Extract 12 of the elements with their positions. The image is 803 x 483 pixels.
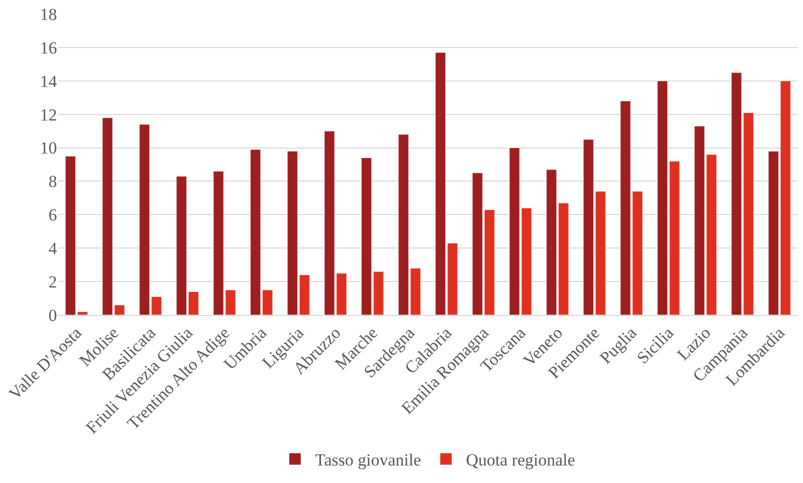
y-tick-label: 0 <box>48 306 57 325</box>
y-tick-label: 8 <box>48 172 57 192</box>
y-tick-label: 14 <box>40 72 58 91</box>
y-tick-label: 18 <box>40 4 57 24</box>
y-tick-label: 2 <box>48 272 57 292</box>
y-tick-label: 6 <box>48 206 57 225</box>
y-tick-label: 10 <box>40 138 57 158</box>
legend-label: Tasso giovanile <box>315 450 421 470</box>
y-tick-label: 4 <box>48 239 58 258</box>
legend-label: Quota regionale <box>466 450 576 470</box>
y-tick-label: 12 <box>40 105 57 124</box>
y-tick-label: 16 <box>40 38 57 58</box>
